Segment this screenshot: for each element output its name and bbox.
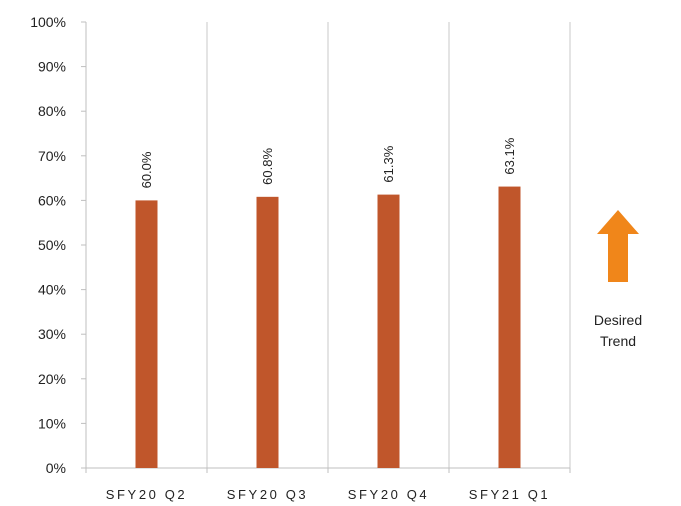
bar	[377, 194, 400, 469]
bar	[256, 196, 279, 468]
x-category-label: SFY20 Q3	[227, 487, 309, 502]
y-axis-tick-labels: 0% 10% 20% 30% 40% 50% 60% 70% 80% 90% 100%	[30, 14, 86, 476]
x-axis-category-labels: SFY20 Q2 SFY20 Q3 SFY20 Q4 SFY21 Q1	[85, 468, 571, 502]
data-label: 63.1%	[502, 137, 517, 174]
y-tick-label: 70%	[38, 148, 66, 164]
y-tick-label: 30%	[38, 326, 66, 342]
desired-trend-label: Desired Trend	[593, 312, 643, 349]
y-tick-label: 40%	[38, 282, 66, 298]
y-tick-label: 10%	[38, 415, 66, 431]
up-arrow-icon	[597, 210, 639, 282]
y-tick-label: 60%	[38, 192, 66, 208]
grid-lines	[206, 22, 571, 468]
y-tick-label: 80%	[38, 103, 66, 119]
data-label: 60.0%	[139, 151, 154, 188]
y-tick-label: 100%	[30, 14, 66, 30]
y-tick-label: 90%	[38, 59, 66, 75]
y-tick-label: 0%	[46, 460, 66, 476]
bar	[498, 186, 521, 468]
x-category-label: SFY21 Q1	[469, 487, 551, 502]
x-category-label: SFY20 Q4	[348, 487, 430, 502]
data-label: 60.8%	[260, 148, 275, 185]
bar	[135, 200, 158, 468]
data-labels: 60.0% 60.8% 61.3% 63.1%	[139, 137, 517, 188]
data-label: 61.3%	[381, 145, 396, 182]
y-tick-label: 50%	[38, 237, 66, 253]
y-tick-label: 20%	[38, 371, 66, 387]
bars	[135, 186, 521, 469]
desired-trend-indicator: Desired Trend	[588, 210, 648, 352]
x-category-label: SFY20 Q2	[106, 487, 188, 502]
